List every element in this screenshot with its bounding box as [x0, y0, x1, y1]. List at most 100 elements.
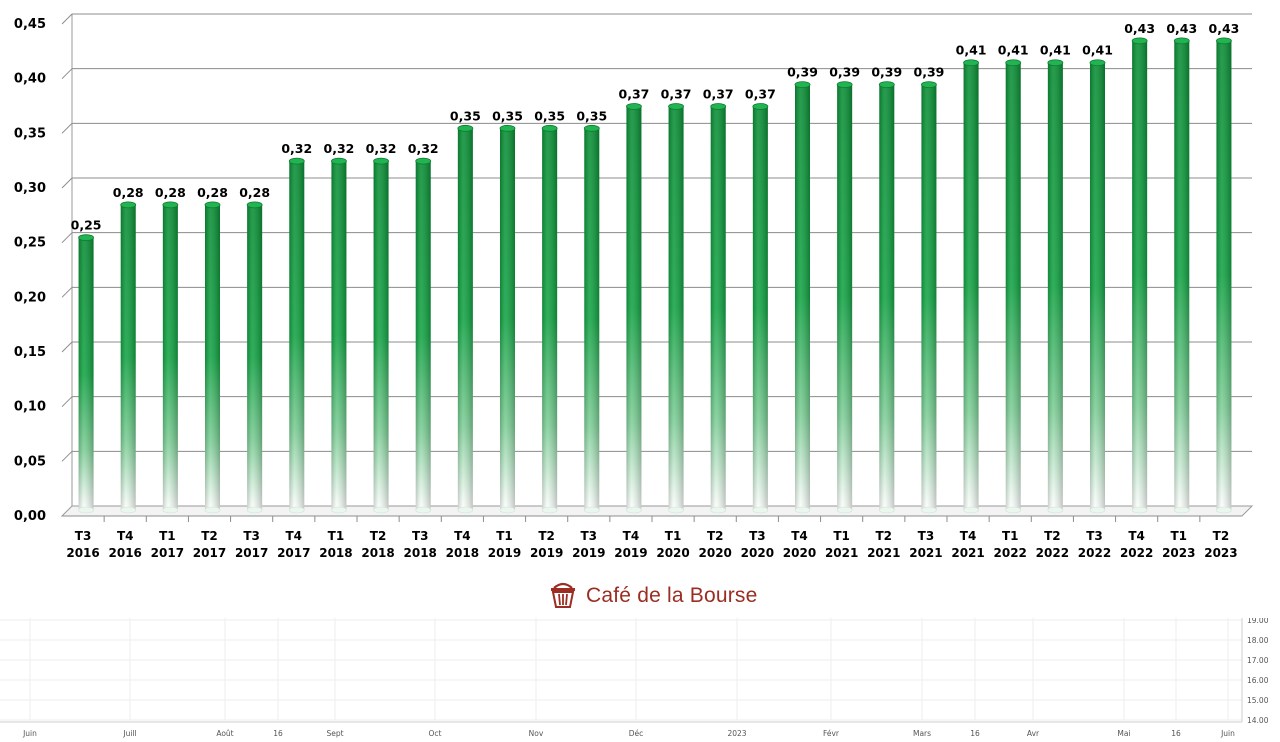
mini-y-label: 15.00 — [1247, 696, 1269, 705]
bar-top — [710, 103, 727, 110]
x-tick-year: 2020 — [699, 546, 732, 560]
bar-shading — [120, 204, 136, 510]
x-tick-quarter: T4 — [117, 529, 134, 543]
x-tick-year: 2020 — [741, 546, 774, 560]
bar-top — [668, 103, 684, 110]
x-tick-quarter: T1 — [496, 529, 513, 543]
grid-line-slant — [61, 341, 73, 353]
mini-x-label: 16 — [273, 729, 283, 738]
data-label: 0,37 — [661, 86, 692, 101]
x-tick-year: 2019 — [614, 546, 647, 560]
bar-base — [120, 506, 137, 514]
bar-shading — [162, 204, 178, 510]
bar-shading — [247, 204, 263, 510]
x-tick-year: 2018 — [446, 546, 479, 560]
y-tick-label: 0,30 — [14, 181, 46, 196]
x-tick-quarter: T2 — [876, 529, 893, 543]
bar-top — [499, 124, 516, 132]
bar-base — [963, 506, 979, 514]
x-tick-quarter: T3 — [243, 529, 260, 543]
bar-top — [204, 201, 221, 209]
x-tick-quarter: T1 — [665, 529, 682, 543]
x-tick-quarter: T4 — [623, 529, 640, 543]
x-tick-year: 2019 — [530, 546, 563, 560]
grid-line-slant — [61, 177, 73, 189]
bar-base — [499, 506, 516, 514]
data-label: 0,43 — [1124, 21, 1155, 36]
cafe-de-la-bourse-logo: Café de la Bourse — [548, 578, 758, 614]
mini-x-label: Avr — [1027, 729, 1040, 738]
logo-text: Café de la Bourse — [586, 584, 758, 607]
mini-x-label: Mai — [1117, 729, 1130, 738]
bar-base — [583, 506, 600, 514]
mini-x-label: Févr — [823, 729, 840, 738]
bar-base — [1131, 506, 1148, 514]
bar-shading — [1132, 40, 1148, 510]
bar-top — [878, 81, 895, 88]
data-label: 0,28 — [155, 185, 186, 200]
bar-base — [331, 506, 347, 514]
x-tick-quarter: T1 — [833, 529, 850, 543]
bar-top — [415, 157, 432, 165]
mini-x-label: Oct — [429, 729, 442, 738]
bar-top — [626, 103, 642, 110]
x-tick-quarter: T2 — [1044, 529, 1061, 543]
data-label: 0,37 — [703, 86, 734, 101]
bar-shading — [542, 128, 558, 511]
bar-base — [415, 506, 432, 514]
data-label: 0,39 — [871, 65, 902, 80]
x-tick-year: 2022 — [1120, 546, 1153, 560]
mini-x-label: Sept — [326, 729, 343, 738]
x-tick-quarter: T4 — [286, 529, 303, 543]
data-label: 0,28 — [113, 185, 144, 200]
y-tick-label: 0,45 — [14, 17, 46, 32]
bar-shading — [963, 62, 979, 510]
bar-top — [162, 201, 179, 209]
x-tick-quarter: T3 — [749, 529, 766, 543]
bar-base — [457, 506, 474, 514]
bars — [78, 37, 1232, 514]
mini-x-label: Juill — [122, 729, 136, 738]
x-tick-year: 2021 — [951, 546, 984, 560]
bar-base — [836, 506, 853, 514]
data-labels: 0,25 0,28 0,28 0,28 0,28 0,32 0,32 0,32 0,32 0,35… — [71, 21, 1240, 233]
x-tick-year: 2022 — [994, 546, 1027, 560]
x-tick-year: 2016 — [66, 546, 99, 560]
bar-top — [331, 157, 347, 165]
bar-base — [373, 506, 389, 514]
chart-floor — [60, 505, 1254, 517]
x-tick-year: 2022 — [1036, 546, 1069, 560]
bar-top — [78, 234, 94, 242]
bar-base — [794, 506, 811, 514]
dividend-bar-chart: 0,00 0,05 0,10 0,15 0,20 0,25 0,30 0,35 0,40 0,45… — [14, 13, 1254, 560]
x-tick-year: 2019 — [572, 546, 605, 560]
data-label: 0,43 — [1166, 21, 1197, 36]
x-tick-year: 2019 — [488, 546, 521, 560]
data-label: 0,41 — [1040, 43, 1071, 58]
bar-top — [373, 157, 389, 165]
grid-line-slant — [61, 450, 73, 462]
bar-shading — [415, 161, 431, 510]
mini-x-label: Août — [216, 729, 233, 738]
data-label: 0,35 — [534, 108, 565, 123]
x-tick-year: 2017 — [277, 546, 310, 560]
bar-base — [78, 506, 94, 514]
bar-shading — [584, 128, 600, 511]
data-label: 0,35 — [492, 108, 523, 123]
basket-icon — [548, 579, 578, 614]
data-label: 0,32 — [281, 141, 312, 156]
bar-top — [1089, 59, 1106, 67]
bar-top — [583, 124, 600, 132]
bar-shading — [710, 106, 726, 510]
data-label: 0,32 — [408, 141, 439, 156]
mini-chart-x-labels: Juin Juill Août 16 Sept Oct Nov Déc 2023 Févr Mars… — [22, 729, 1235, 738]
x-tick-quarter: T3 — [412, 529, 429, 543]
x-tick-quarter: T2 — [707, 529, 724, 543]
bar-shading — [1090, 62, 1105, 510]
x-tick-year: 2017 — [235, 546, 268, 560]
x-tick-quarter: T3 — [918, 529, 935, 543]
bar-top — [1173, 37, 1190, 45]
bar-base — [921, 506, 937, 514]
data-label: 0,41 — [1082, 43, 1113, 58]
price-mini-chart: Juin Juill Août 16 Sept Oct Nov Déc 2023 Févr Mars… — [0, 618, 1269, 738]
